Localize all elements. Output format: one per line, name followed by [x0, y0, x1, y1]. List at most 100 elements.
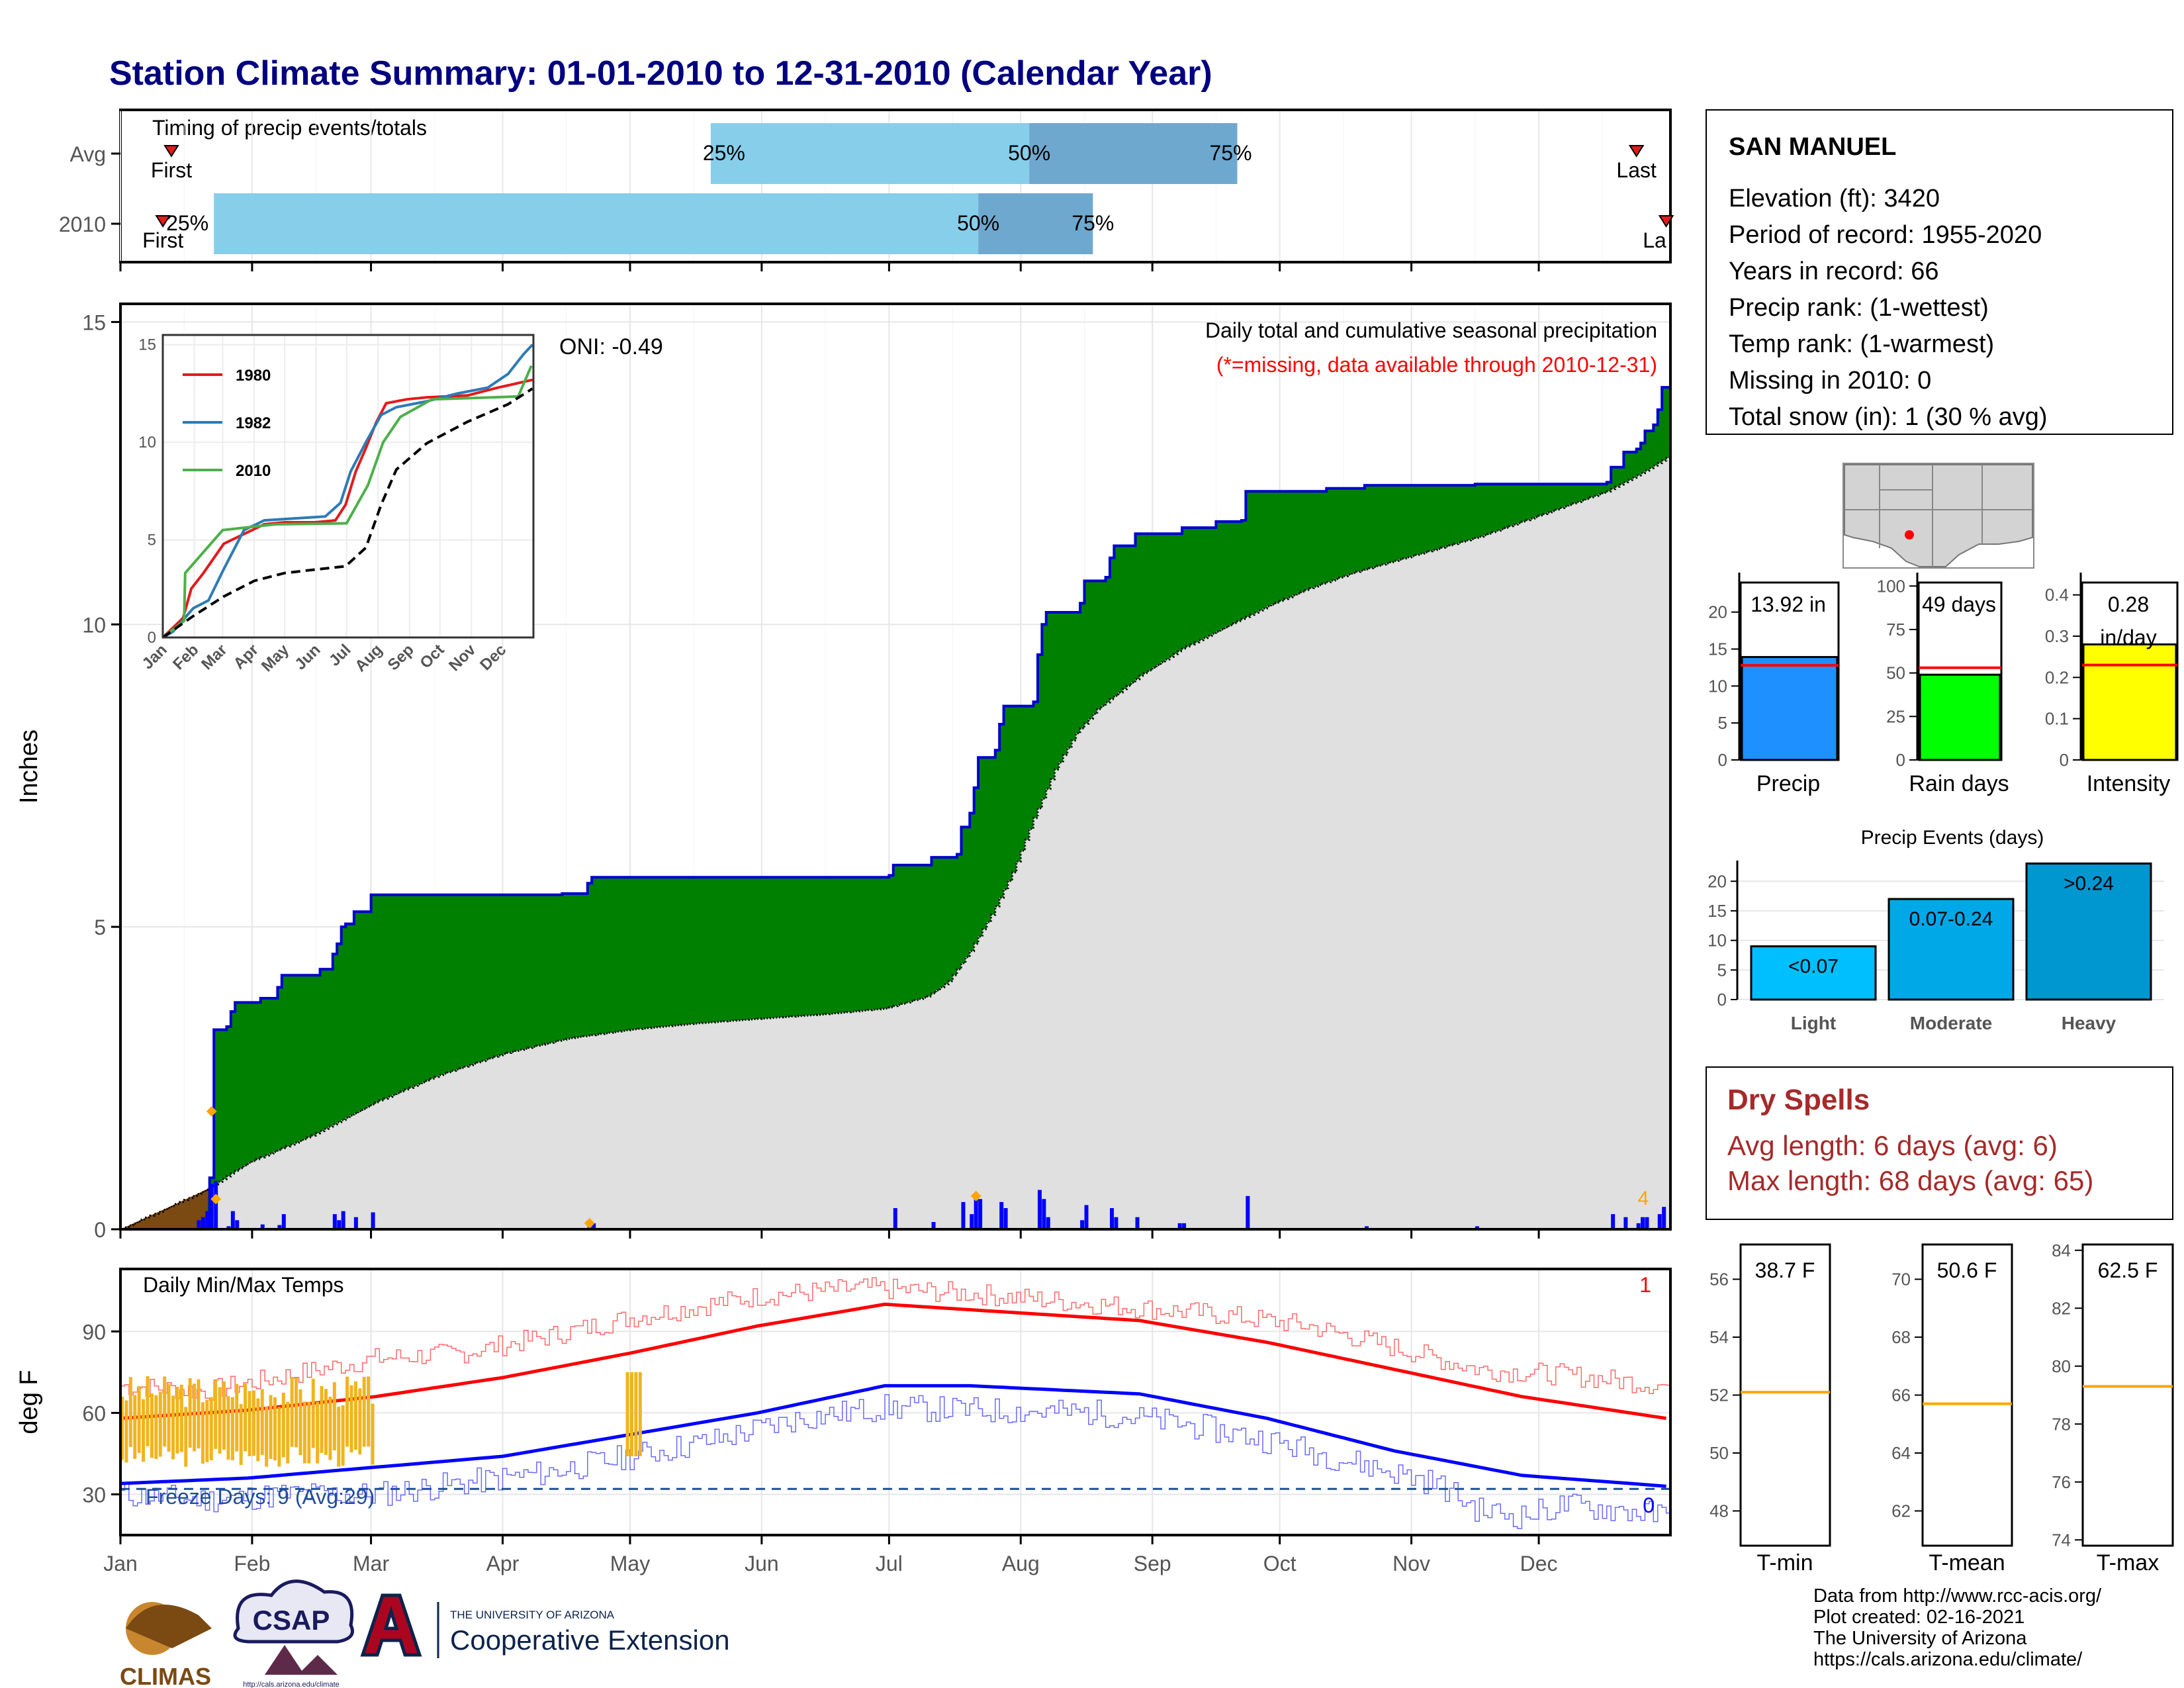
dry-spells-avg: Avg length: 6 days (avg: 6)	[1727, 1130, 2058, 1161]
temp-bar-ytick-label: 70	[1891, 1270, 1911, 1289]
temp-anomaly-bar	[222, 1381, 226, 1450]
events-bar	[2025, 862, 2152, 1001]
temp-anomaly-bar	[142, 1399, 146, 1462]
credit-line: Plot created: 02-16-2021	[1813, 1607, 2025, 1628]
temp-anomaly-bar	[226, 1396, 230, 1460]
temp-anomaly-bar	[349, 1385, 353, 1453]
events-bar	[1750, 945, 1877, 1001]
daily-precip-bar	[371, 1212, 375, 1229]
precip-ytick-label: 0	[94, 1218, 106, 1242]
inset-xtick-label: Jun	[291, 641, 324, 673]
daily-precip-bar	[1110, 1208, 1115, 1229]
timing-bar-25-50	[710, 123, 1030, 184]
inset-ytick-label: 15	[138, 336, 156, 354]
daily-precip-bar	[337, 1220, 341, 1229]
daily-precip-bar	[230, 1211, 235, 1229]
temp-anomaly-bar	[197, 1379, 201, 1449]
average-min-temp-line	[120, 1383, 1666, 1488]
daily-precip-bar	[1182, 1223, 1187, 1229]
ua-block-a	[360, 1593, 422, 1657]
temp-bar-ytick-label: 54	[1709, 1327, 1729, 1347]
temp-anomaly-bar	[167, 1383, 171, 1452]
temp-anomaly-bar	[230, 1397, 234, 1461]
timing-panel-label: Timing of precip events/totals	[152, 116, 427, 140]
mini-bar-ytick-label: 20	[1708, 602, 1727, 622]
csap-logo-text: CSAP	[253, 1605, 330, 1636]
daily-precip-bar	[1641, 1217, 1645, 1229]
daily-precip-bar	[1611, 1214, 1615, 1229]
events-ytick-label: 0	[1717, 990, 1727, 1009]
precip-ytick-label: 5	[94, 915, 106, 939]
events-bar-label: <0.07	[1788, 956, 1839, 978]
temp-anomaly-bar	[269, 1395, 273, 1459]
station-info-line: Elevation (ft): 3420	[1729, 185, 1940, 212]
temp-anomaly-bar	[302, 1401, 306, 1464]
precip-ytick-label: 15	[82, 310, 106, 334]
daily-precip-bar	[1365, 1226, 1369, 1229]
temp-anomaly-bar	[146, 1376, 150, 1446]
daily-precip-bar	[931, 1222, 936, 1229]
temp-anomaly-bar	[362, 1376, 366, 1447]
temp-count-bottom: 0	[1643, 1493, 1655, 1517]
station-info-line: Missing in 2010: 0	[1729, 367, 1931, 395]
daily-precip-bar	[1662, 1207, 1666, 1229]
mini-bar-ytick-label: 0.4	[2045, 585, 2069, 605]
events-category: Moderate	[1910, 1013, 1992, 1033]
temp-anomaly-bar	[265, 1406, 269, 1467]
timing-last-label: La	[1643, 228, 1666, 252]
inset-series-line	[162, 344, 533, 639]
timing-last-marker	[1628, 145, 1645, 158]
temp-anomaly-bar	[629, 1372, 633, 1457]
month-label: Sep	[1134, 1552, 1171, 1575]
daily-precip-bar	[235, 1220, 240, 1229]
timing-bar-25-50	[214, 193, 979, 254]
month-label: Jul	[876, 1552, 903, 1575]
temp-ytick-label: 60	[82, 1401, 106, 1425]
mini-bar-ytick-label: 0	[2060, 750, 2069, 770]
dry-spells-title: Dry Spells	[1727, 1084, 1870, 1116]
climas-logo-sun	[126, 1605, 212, 1648]
events-ytick-label: 15	[1707, 901, 1727, 921]
timing-label-25: 25%	[166, 211, 208, 235]
daily-precip-bar	[1114, 1217, 1118, 1229]
dry-spells-max: Max length: 68 days (avg: 65)	[1727, 1165, 2093, 1196]
temp-anomaly-bar	[286, 1401, 290, 1464]
station-info-line: Years in record: 66	[1729, 258, 1939, 285]
timing-first-label: First	[151, 158, 192, 182]
temp-bar-ytick-label: 74	[2052, 1530, 2071, 1550]
mini-bar-ytick-label: 0.3	[2045, 626, 2069, 646]
temp-anomaly-bar	[235, 1383, 239, 1452]
precip-timing-panel: Timing of precip events/totals Avg 25% 50%…	[59, 109, 1674, 271]
daily-precip-bar	[1037, 1190, 1042, 1229]
temp-chart-title: Daily Min/Max Temps	[143, 1273, 343, 1297]
inset-xtick-label: Dec	[477, 641, 510, 674]
temp-anomaly-bar	[371, 1403, 375, 1465]
inset-ytick-label: 0	[148, 629, 156, 647]
temp-anomaly-bar	[128, 1377, 132, 1447]
mini-bar-value-unit: in/day	[2100, 626, 2156, 649]
inset-series-line	[161, 365, 533, 639]
temp-anomaly-bar	[205, 1399, 209, 1462]
station-location-marker	[1905, 530, 1914, 539]
temp-anomaly-bar	[307, 1401, 311, 1464]
temp-anomaly-bar	[324, 1389, 328, 1455]
mini-bar-value	[2082, 643, 2177, 761]
timing-first-label: First	[142, 228, 183, 252]
timing-row-label: 2010	[59, 212, 106, 236]
temp-anomaly-bar	[332, 1382, 336, 1451]
timing-first-marker	[163, 145, 179, 158]
cumulative-precip-panel: 0 5 10 15 Inches ONI: -0.49 Daily total and…	[15, 303, 1672, 1242]
daily-precip-bar	[214, 1180, 218, 1229]
oni-label: ONI: -0.49	[559, 334, 663, 359]
temp-anomaly-bar	[184, 1407, 188, 1467]
mini-bar-ytick-label: 10	[1708, 676, 1727, 696]
university-logo: THE UNIVERSITY OF ARIZONA Cooperative Ex…	[360, 1593, 730, 1658]
dry-spells-frame	[1706, 1066, 2173, 1220]
station-name: SAN MANUEL	[1729, 133, 1896, 161]
temp-panel-frame	[119, 1268, 1672, 1536]
events-bar-label: >0.24	[2064, 872, 2114, 894]
precip-marker	[970, 1190, 981, 1201]
inset-legend-label: 1980	[236, 367, 271, 385]
daily-precip-bar	[201, 1217, 205, 1229]
temp-ytick-label: 90	[82, 1320, 106, 1344]
